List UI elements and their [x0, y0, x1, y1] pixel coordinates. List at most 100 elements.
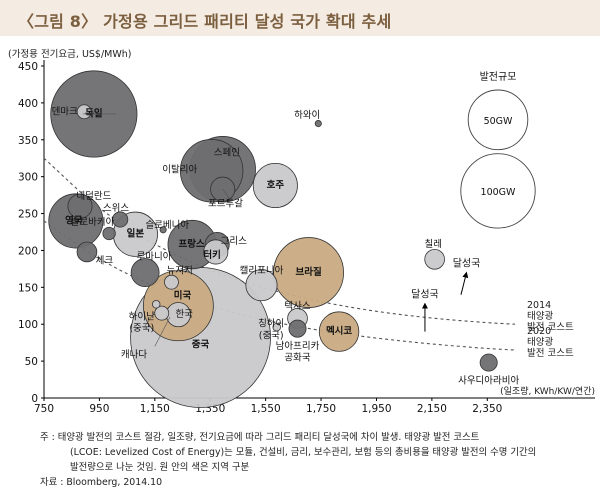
note-line-2: (LCOE: Levelized Cost of Energy)는 모듈, 건설… [70, 447, 537, 458]
point-label: 텍사스 [284, 301, 310, 312]
bubble-point [102, 226, 116, 241]
bubble-point [318, 311, 360, 352]
source-line: 자료 : Bloomberg, 2014.10 [40, 477, 163, 488]
y-tick-label: 200 [18, 245, 38, 257]
curve-label: 발전 코스트 [527, 322, 574, 333]
point-label: 공화국 [284, 353, 310, 364]
x-tick-label: 1,150 [140, 403, 170, 415]
bubble-point [273, 237, 344, 308]
point-label: 그리스 [221, 236, 247, 247]
bubble-point [154, 305, 170, 321]
point-label: 캐나다 [121, 350, 147, 361]
bubble-point [479, 353, 498, 372]
legend-label: 100GW [481, 187, 516, 198]
point-label: 일본 [127, 228, 145, 240]
bubble-chart: 0 50 100 150 200 250 300 350 400 450 750 950 1,150 1,… [18, 60, 595, 415]
y-tick-label: 0 [31, 393, 38, 405]
x-tick-label: 1,750 [306, 403, 336, 415]
point-label: 한국 [175, 309, 193, 320]
point-label: 포르투갈 [208, 197, 243, 209]
point-label: 슬로바키아 [71, 217, 115, 228]
x-tick-label: 1,550 [251, 403, 281, 415]
legend-title: 발전규모 [480, 71, 517, 83]
arrow [460, 271, 469, 295]
bubble-point [67, 193, 93, 219]
size-legend: 발전규모 50GW 100GW [460, 71, 536, 229]
x-tick-label: 750 [34, 403, 54, 415]
bubble-point [203, 239, 229, 265]
point-label: 캘리포니아 [240, 265, 284, 277]
chart-title: 〈그림 8〉 가정용 그리드 패리티 달성 국가 확대 추세 [18, 12, 392, 31]
point-label: 사우디아라비아 [458, 376, 519, 387]
point-label: 미국 [174, 290, 192, 302]
point-label: 멕시코 [326, 325, 352, 337]
leader-line [222, 189, 230, 199]
point-label: 브라질 [295, 266, 321, 278]
point-label: 중국 [192, 339, 210, 350]
title-bar [0, 0, 600, 36]
x-tick-label: 950 [89, 403, 109, 415]
point-label: 뉴저지 [167, 266, 193, 277]
x-tick-label: 1,950 [361, 403, 391, 415]
point-label: 칭하이 [258, 318, 284, 330]
y-tick-label: 250 [18, 209, 38, 221]
point-label: 독일 [85, 107, 103, 119]
point-label: 영국 [65, 214, 83, 226]
bubble-point [272, 322, 281, 332]
legend-circle [467, 89, 529, 151]
leader-line [143, 309, 157, 329]
point-label: 체크 [96, 255, 114, 266]
bubbles [48, 70, 498, 408]
y-tick-label: 300 [18, 172, 38, 184]
curve-label: 2014 [527, 300, 551, 311]
point-label: 남아프리카 [276, 341, 320, 352]
curve-label: 태양광 [527, 310, 553, 322]
legend-circle [460, 153, 536, 229]
curve-label: 발전 코스트 [527, 348, 574, 359]
notes: 주 : 태양광 발전의 코스트 절감, 일조량, 전기요금에 따라 그리드 패리… [40, 430, 595, 490]
bubble-point [112, 211, 129, 228]
point-label: 스위스 [103, 202, 129, 214]
leader-line [154, 316, 171, 347]
y-tick-label: 50 [25, 356, 38, 368]
point-label: 스페인 [214, 148, 240, 159]
x-tick-label: 2,350 [472, 403, 502, 415]
bubble-point [424, 248, 445, 270]
point-label: 루마니아 [137, 252, 172, 263]
legend-label: 50GW [484, 116, 513, 127]
point-label: 칠레 [425, 239, 442, 250]
x-axis-label: (일조량, KWh/KW/연간) [500, 385, 595, 397]
note-line-1: 주 : 태양광 발전의 코스트 절감, 일조량, 전기요금에 따라 그리드 패리… [40, 432, 480, 443]
point-label: (중국) [129, 323, 154, 334]
point-label: 하이난 [129, 310, 155, 322]
point-label: 이탈리아 [162, 164, 197, 176]
y-tick-label: 100 [18, 319, 38, 331]
bubble-point [76, 104, 92, 120]
y-tick-label: 400 [18, 98, 38, 110]
point-label: 덴마크 [52, 106, 78, 117]
curve-label: 2020 [527, 326, 551, 337]
point-label: (중국) [259, 331, 284, 342]
point-label: 슬로베니아 [145, 220, 189, 231]
arrow-label: 달성국 [453, 258, 481, 270]
x-tick-label: 2,150 [417, 403, 447, 415]
note-line-3: 발전량으로 나눈 것임. 원 안의 색은 지역 구분 [70, 462, 250, 473]
bubble-point [245, 269, 278, 302]
curve-label: 태양광 [527, 336, 553, 348]
point-label: 터키 [203, 249, 220, 261]
y-tick-label: 150 [18, 282, 38, 294]
y-axis-label: (가정용 전기요금, US$/MWh) [8, 49, 132, 60]
bubble-point [252, 162, 298, 209]
axes: 0 50 100 150 200 250 300 350 400 450 750 950 1,150 1,… [18, 60, 595, 415]
y-tick-label: 350 [18, 135, 38, 147]
point-label: 호주 [267, 180, 285, 191]
bubble-point [76, 241, 98, 263]
bubble-point [288, 319, 307, 338]
bubble-point [164, 274, 179, 290]
y-tick-label: 450 [18, 61, 38, 73]
bubble-point [314, 120, 322, 128]
point-label: 프랑스 [179, 238, 205, 250]
bubble-point [159, 226, 167, 234]
